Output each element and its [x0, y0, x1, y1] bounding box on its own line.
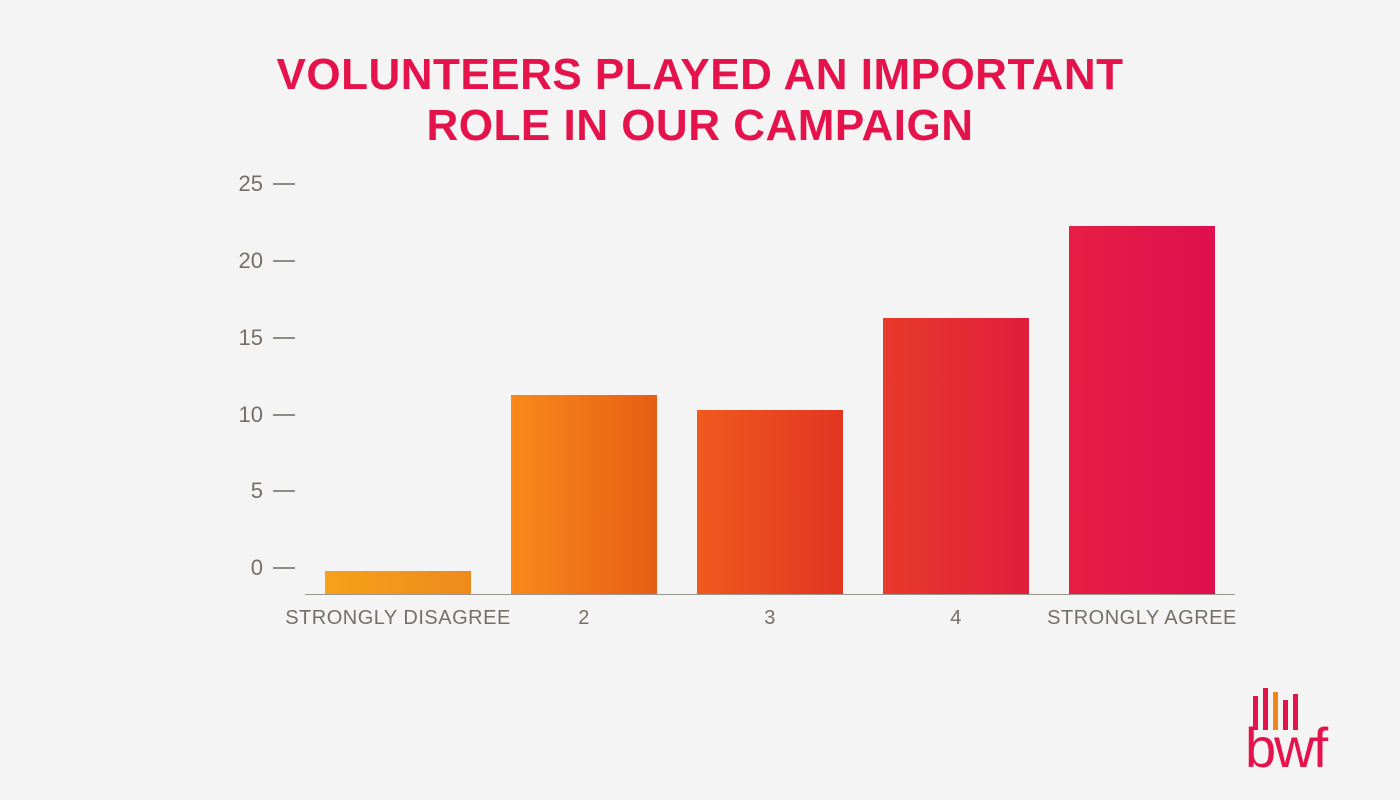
bar — [697, 410, 842, 594]
y-tick-label: 10 — [239, 402, 263, 428]
plot-area: STRONGLY DISAGREE234STRONGLY AGREE 25201… — [305, 195, 1235, 595]
bar-slot: STRONGLY AGREE — [1049, 195, 1235, 594]
chart-title: VOLUNTEERS PLAYED AN IMPORTANT ROLE IN O… — [0, 0, 1400, 151]
x-axis-label: STRONGLY AGREE — [993, 606, 1291, 631]
bar-slot: 4 — [863, 195, 1049, 594]
y-tick-label: 20 — [239, 248, 263, 274]
y-tick: 5 — [235, 478, 295, 504]
y-tick-mark — [273, 567, 295, 569]
y-tick-label: 25 — [239, 171, 263, 197]
chart-title-line1: VOLUNTEERS PLAYED AN IMPORTANT — [277, 50, 1124, 99]
y-tick-label: 0 — [251, 555, 263, 581]
bars-container: STRONGLY DISAGREE234STRONGLY AGREE — [305, 195, 1235, 594]
y-tick: 25 — [235, 171, 295, 197]
y-tick: 15 — [235, 325, 295, 351]
y-tick-mark — [273, 414, 295, 416]
bar-slot: 3 — [677, 195, 863, 594]
y-tick: 0 — [235, 555, 295, 581]
bar-chart: STRONGLY DISAGREE234STRONGLY AGREE 2 5 20 1… — [235, 195, 1235, 655]
y-tick-mark — [273, 337, 295, 339]
bar — [1069, 226, 1214, 594]
y-tick: 20 — [235, 248, 295, 274]
y-tick-label: 15 — [239, 325, 263, 351]
bar-slot: 2 — [491, 195, 677, 594]
bar — [883, 318, 1028, 594]
y-tick-mark — [273, 490, 295, 492]
y-tick-mark — [273, 260, 295, 262]
y-tick-label: 5 — [251, 478, 263, 504]
y-tick: 10 — [235, 402, 295, 428]
bar — [325, 571, 470, 594]
bwf-logo: bwf — [1245, 680, 1365, 780]
y-tick-mark — [273, 183, 295, 185]
chart-title-line2: ROLE IN OUR CAMPAIGN — [427, 101, 974, 150]
logo-text: bwf — [1245, 715, 1326, 780]
bar — [511, 395, 656, 595]
bar-slot: STRONGLY DISAGREE — [305, 195, 491, 594]
